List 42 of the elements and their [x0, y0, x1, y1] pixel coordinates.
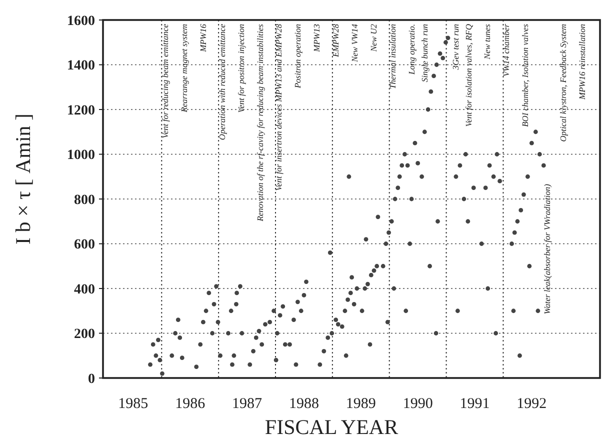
- annotation: Single bunch run: [419, 24, 430, 82]
- annotation: New VW14: [350, 23, 360, 64]
- annotation: Vent for isolation valves, RFQ: [463, 24, 474, 127]
- y-tick-label: 200: [74, 327, 95, 342]
- annotation: Vent for positron injection: [236, 24, 246, 113]
- y-tick-label: 0: [88, 372, 95, 387]
- annotation: Thermal insulation: [387, 24, 398, 89]
- annotation: Rearrange magnet system: [178, 24, 189, 114]
- x-tick-label: 1990: [402, 396, 433, 412]
- annotation: Optical klystron, Feedback System: [558, 24, 568, 142]
- annotation: New tunes: [482, 23, 492, 60]
- y-tick-label: 400: [74, 282, 95, 298]
- y-tick-label: 600: [74, 238, 95, 253]
- y-tick-label: 1400: [67, 58, 95, 74]
- x-tick-label: 1991: [460, 396, 490, 412]
- x-tick-label: 1987: [232, 396, 263, 412]
- x-tick-label: 1986: [175, 396, 206, 412]
- x-tick-label: 1988: [288, 396, 319, 412]
- annotation: MPW16: [198, 23, 208, 53]
- annotation: Renovation of the rf-cavity for reducing beam instabilities: [254, 23, 265, 222]
- x-tick-label: 1989: [346, 396, 376, 412]
- x-axis-title: FISCAL YEAR: [264, 415, 398, 439]
- annotation: Vent for reducing beam emittance: [160, 24, 170, 138]
- annotation: Positron operation: [292, 24, 303, 90]
- x-tick-label: 1992: [516, 396, 547, 412]
- annotation: Long operatio.: [406, 24, 416, 76]
- y-tick-label: 1200: [67, 103, 95, 118]
- annotation: 3Gev test run: [450, 24, 460, 71]
- annotation: BOI chamber, Isolation valves: [520, 23, 530, 127]
- y-tick-label: 1600: [67, 14, 95, 29]
- annotation: MPW13: [312, 24, 322, 53]
- annotation: EMPW28: [330, 23, 341, 58]
- y-tick-label: 1000: [67, 148, 95, 164]
- annotation: Water leak(absorber for VWradiation): [542, 184, 552, 314]
- annotation: VW14 chamber: [501, 23, 512, 77]
- y-tick-label: 800: [74, 192, 95, 208]
- annotation: New U2: [368, 23, 378, 53]
- y-axis-title: I b × τ [ Amin ]: [11, 113, 35, 245]
- annotation: Vent for insertron devices MPW13 and EMPW28: [274, 23, 284, 191]
- annotation: MPW16 reinstallation: [576, 24, 587, 100]
- annotation: Operation with reduced emittance: [216, 24, 227, 140]
- x-tick-label: 1985: [118, 396, 148, 412]
